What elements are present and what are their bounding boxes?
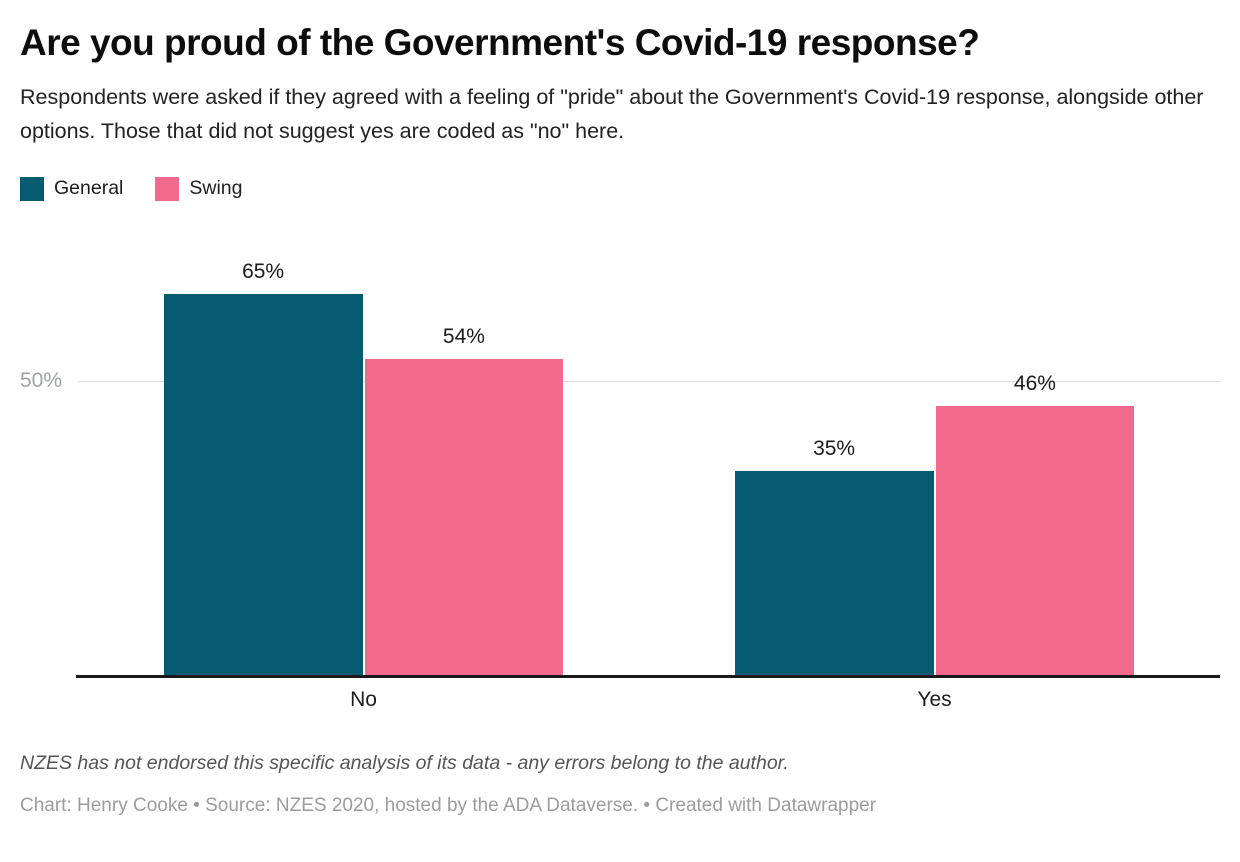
x-category-label-no: No xyxy=(350,688,377,712)
legend-label: General xyxy=(54,177,124,200)
legend-swatch-swing xyxy=(155,176,180,201)
chart-subtitle: Respondents were asked if they agreed wi… xyxy=(20,84,1204,144)
y-tick-label: 50% xyxy=(20,369,63,393)
legend-item-swing: Swing xyxy=(155,176,243,201)
legend-swatch-general xyxy=(20,176,44,201)
y-gridline xyxy=(78,381,1220,383)
plot-area: 65% 54% 35% 46% xyxy=(78,247,1220,677)
category-axis-labels: No Yes xyxy=(78,688,1220,712)
bar-general-yes: 35% xyxy=(734,437,934,677)
bar-pair: 65% 54% xyxy=(163,260,564,677)
footnote: NZES has not endorsed this specific anal… xyxy=(20,752,789,775)
chart-title: Are you proud of the Government's Covid-… xyxy=(20,22,980,63)
bar-value-label: 54% xyxy=(442,324,485,348)
legend-label: Swing xyxy=(189,177,243,200)
x-category-label-yes: Yes xyxy=(917,688,952,712)
bar-group-no: 65% 54% xyxy=(78,247,649,677)
bar-value-label: 65% xyxy=(242,260,285,284)
bar-group-yes: 35% 46% xyxy=(649,247,1220,677)
bar-value-label: 46% xyxy=(1013,371,1056,395)
chart-card: Are you proud of the Government's Covid-… xyxy=(0,22,1240,817)
bar-pair: 35% 46% xyxy=(734,372,1135,677)
legend-item-general: General xyxy=(20,176,124,201)
bar-value-label: 35% xyxy=(813,436,856,460)
x-axis-line xyxy=(76,675,1220,679)
byline: Chart: Henry Cooke • Source: NZES 2020, … xyxy=(20,794,877,816)
bar-general-no: 65% xyxy=(163,260,363,677)
bar-swing-no: 54% xyxy=(364,325,564,677)
legend: General Swing xyxy=(20,176,1220,201)
bar-chart: 65% 54% 35% 46% 50% xyxy=(20,247,1220,679)
bar-swing-yes: 46% xyxy=(935,372,1135,677)
